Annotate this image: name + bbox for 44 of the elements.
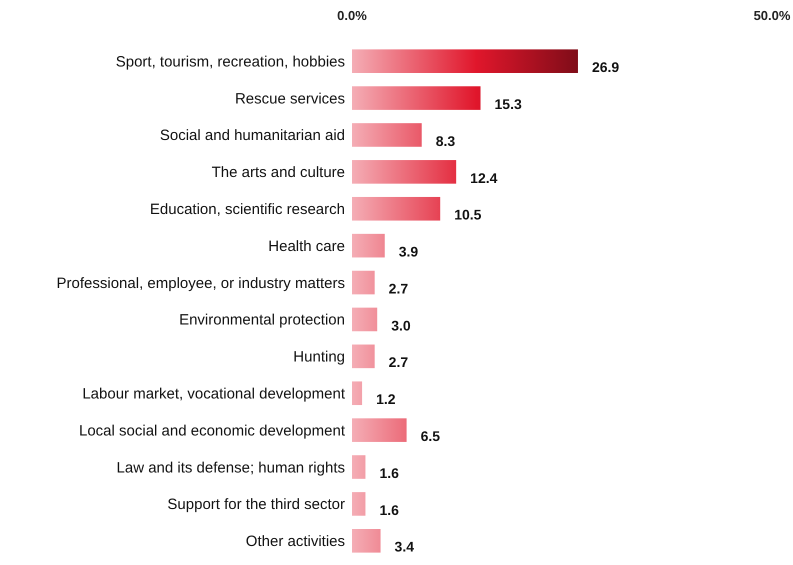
data-label: 12.4 bbox=[470, 170, 498, 186]
bar bbox=[352, 196, 440, 221]
bar bbox=[352, 86, 481, 110]
bar bbox=[352, 418, 407, 442]
data-label: 10.5 bbox=[454, 206, 482, 223]
data-label: 1.2 bbox=[376, 391, 396, 408]
data-label: 1.6 bbox=[379, 464, 400, 481]
bar bbox=[352, 529, 381, 553]
data-label: 3.9 bbox=[398, 244, 418, 260]
x-tick-label: 0.0% bbox=[337, 8, 368, 23]
bar bbox=[352, 344, 375, 368]
y-tick-label: Law and its defense; human rights bbox=[116, 459, 345, 476]
data-label: 2.7 bbox=[388, 354, 408, 370]
y-tick-label: Hunting bbox=[293, 348, 345, 366]
data-label: 2.7 bbox=[388, 280, 408, 296]
bar bbox=[352, 49, 578, 73]
data-label: 8.3 bbox=[436, 132, 456, 149]
y-tick-label: Other activities bbox=[246, 533, 345, 550]
y-tick-label: Support for the third sector bbox=[167, 496, 345, 514]
bar bbox=[352, 492, 366, 516]
data-label: 3.0 bbox=[391, 317, 411, 334]
y-tick-label: Labour market, vocational development bbox=[82, 385, 346, 402]
data-label: 3.4 bbox=[394, 538, 414, 555]
data-label: 26.9 bbox=[592, 59, 620, 76]
bar bbox=[352, 381, 362, 406]
y-tick-label: Education, scientific research bbox=[150, 201, 345, 218]
y-tick-label: Environmental protection bbox=[179, 312, 345, 329]
bar bbox=[352, 234, 385, 258]
bar bbox=[352, 308, 378, 332]
bar bbox=[352, 270, 375, 294]
y-tick-label: Professional, employee, or industry matters bbox=[56, 274, 345, 292]
y-tick-label: Rescue services bbox=[234, 90, 345, 108]
data-label: 6.5 bbox=[420, 428, 440, 444]
y-tick-label: The arts and culture bbox=[212, 164, 345, 182]
y-tick-label: Sport, tourism, recreation, hobbies bbox=[116, 53, 345, 70]
bar bbox=[352, 455, 366, 479]
data-label: 1.6 bbox=[379, 502, 400, 518]
data-label: 15.3 bbox=[494, 96, 522, 112]
y-tick-label: Social and humanitarian aid bbox=[160, 127, 345, 144]
bar bbox=[352, 160, 456, 184]
x-tick-label: 50.0% bbox=[754, 8, 791, 23]
y-tick-label: Local social and economic development bbox=[79, 422, 346, 440]
bar bbox=[352, 123, 422, 147]
y-tick-label: Health care bbox=[268, 238, 345, 255]
